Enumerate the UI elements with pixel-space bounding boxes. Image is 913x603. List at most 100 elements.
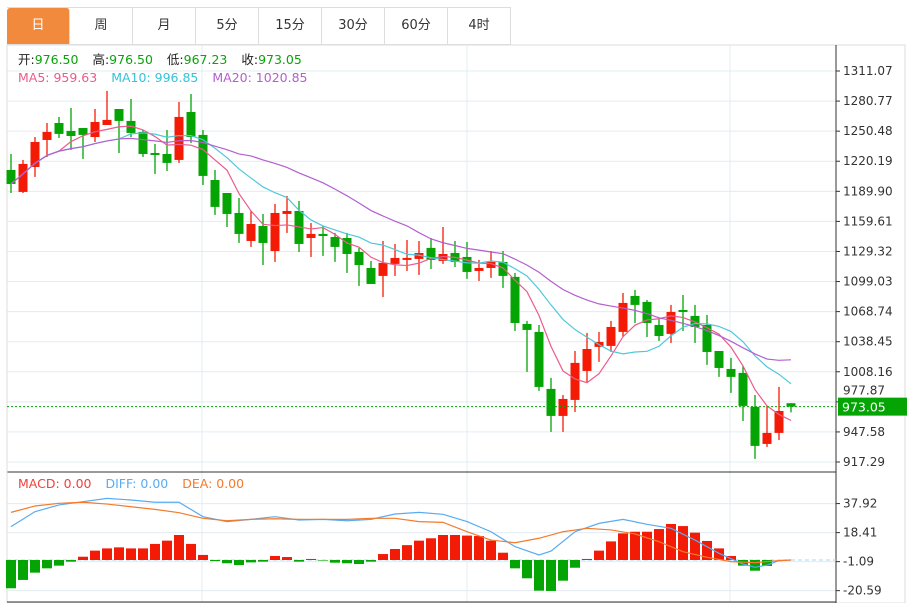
tab-6[interactable]: 60分: [385, 8, 448, 44]
macd-bar: [354, 560, 364, 565]
candle-body: [126, 120, 136, 133]
candle-body: [54, 123, 64, 134]
macd-bar: [198, 554, 208, 560]
macd-bar: [438, 535, 448, 560]
tab-4[interactable]: 15分: [259, 8, 322, 44]
candle: [354, 247, 364, 286]
candle: [726, 357, 736, 393]
macd-bar: [486, 540, 496, 560]
close-label: 收:: [241, 52, 259, 67]
candle: [318, 225, 328, 256]
macd-bar: [582, 558, 592, 560]
candle-body: [570, 362, 580, 400]
high-value: 976.50: [109, 52, 153, 67]
candle-body: [474, 267, 484, 271]
price-tick-label: 977.87: [843, 384, 885, 398]
open-label: 开:: [18, 52, 35, 67]
tab-7[interactable]: 4时: [448, 8, 511, 44]
tab-3[interactable]: 5分: [196, 8, 259, 44]
candle-body: [246, 223, 256, 241]
macd-bar: [642, 531, 652, 560]
candle-body: [114, 108, 124, 121]
ma5-value: MA5: 959.63: [18, 70, 98, 85]
macd-bar: [690, 532, 700, 560]
macd-bar: [714, 548, 724, 560]
macd-bar: [210, 560, 220, 562]
macd-bar: [102, 548, 112, 560]
macd-bar: [294, 560, 304, 562]
macd-bar: [726, 555, 736, 560]
candle-body: [414, 252, 424, 259]
macd-bar: [270, 555, 280, 560]
macd-bar: [654, 529, 664, 560]
candle-body: [486, 261, 496, 268]
tab-5[interactable]: 30分: [322, 8, 385, 44]
low-value: 967.23: [183, 52, 228, 67]
candle: [210, 169, 220, 215]
dea-value: DEA: 0.00: [182, 476, 245, 491]
price-tick-label: 1099.03: [843, 275, 893, 289]
macd-bar: [414, 540, 424, 560]
ma20-line: [10, 137, 792, 361]
candle: [666, 304, 676, 343]
candle-body: [102, 119, 112, 125]
candle-body: [354, 251, 364, 265]
price-tick-label: 1159.61: [843, 214, 893, 228]
price-tick-label: 1008.16: [843, 365, 893, 379]
candle: [558, 394, 568, 432]
macd-bar: [114, 547, 124, 560]
candle-body: [678, 309, 688, 312]
macd-bar: [510, 560, 520, 569]
macd-bar: [378, 554, 388, 560]
candle-body: [306, 233, 316, 238]
candle-body: [282, 210, 292, 214]
candle: [606, 320, 616, 352]
macd-bar: [558, 560, 568, 581]
macd-bar: [18, 560, 28, 580]
candle: [642, 299, 652, 337]
macd-bar: [174, 535, 184, 560]
macd-bar: [30, 560, 40, 573]
candle: [78, 127, 88, 159]
macd-value: MACD: 0.00: [18, 476, 92, 491]
candle-body: [198, 134, 208, 176]
candle-body: [150, 152, 160, 155]
dea-line: [10, 501, 792, 564]
macd-bar: [186, 543, 196, 560]
tab-1[interactable]: 周: [70, 8, 133, 44]
macd-bar: [498, 552, 508, 560]
candle-body: [762, 432, 772, 444]
candle-body: [318, 233, 328, 236]
macd-tick-label: -1.09: [843, 555, 874, 569]
macd-bar: [138, 548, 148, 560]
candle: [222, 193, 232, 227]
candle-body: [510, 276, 520, 323]
ma-info: MA5: 959.63 MA10: 996.85 MA20: 1020.85: [18, 70, 317, 85]
tab-0[interactable]: 日: [7, 8, 70, 44]
candle: [378, 240, 388, 297]
candle-body: [702, 324, 712, 352]
candle-body: [42, 131, 52, 140]
candle-body: [6, 169, 16, 184]
candle: [438, 226, 448, 264]
candle: [114, 108, 124, 153]
candle-body: [390, 257, 400, 264]
price-tick-label: 1038.45: [843, 335, 893, 349]
macd-bar: [570, 560, 580, 568]
candle-body: [18, 163, 28, 192]
candle: [402, 239, 412, 271]
last-price-label: 973.05: [842, 400, 886, 415]
candle-body: [366, 267, 376, 284]
candle: [6, 153, 16, 194]
price-tick-label: 1189.90: [843, 184, 893, 198]
ma10-value: MA10: 996.85: [111, 70, 199, 85]
candle: [786, 403, 796, 413]
candle-body: [642, 301, 652, 323]
candle: [702, 314, 712, 365]
candle: [54, 116, 64, 138]
macd-bar: [618, 533, 628, 560]
tab-2[interactable]: 月: [133, 8, 196, 44]
candle-body: [66, 130, 76, 137]
macd-bar: [282, 557, 292, 560]
